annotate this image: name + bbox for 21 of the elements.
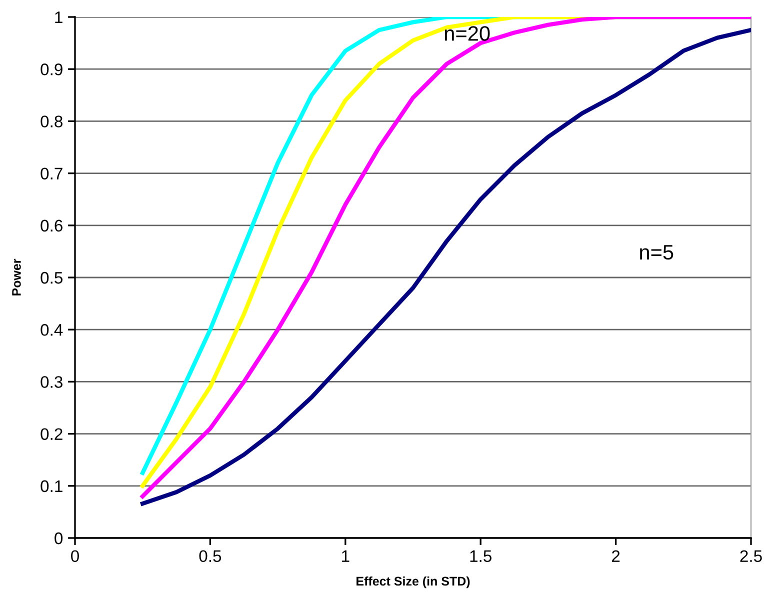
annotation: n=20	[445, 26, 490, 41]
y-tick-label: 0	[54, 532, 63, 544]
x-tick-label: 0	[71, 550, 79, 562]
y-tick-label: 0.9	[40, 64, 62, 76]
y-axis-title: Power	[12, 258, 21, 296]
x-tick-label: 1.5	[470, 550, 492, 562]
y-tick-label: 0.1	[40, 480, 62, 492]
y-tick-label: 0.8	[40, 116, 62, 128]
x-tick-label: 1	[342, 550, 350, 562]
y-tick-label: 0.2	[40, 428, 62, 440]
y-tick-label: 0.5	[40, 272, 62, 284]
y-tick-label: 0.6	[40, 220, 62, 232]
y-tick-label: 0.4	[40, 324, 63, 336]
y-tick-label: 0.3	[40, 376, 62, 388]
annotation: n=5	[640, 245, 674, 260]
y-tick-label: 1	[55, 12, 62, 24]
x-axis-title: Effect Size (in STD)	[356, 576, 470, 588]
x-tick-label: 2.5	[740, 550, 762, 562]
x-tick-label: 0.5	[199, 550, 222, 562]
y-tick-label: 0.7	[40, 168, 62, 180]
x-tick-label: 2	[612, 550, 620, 562]
